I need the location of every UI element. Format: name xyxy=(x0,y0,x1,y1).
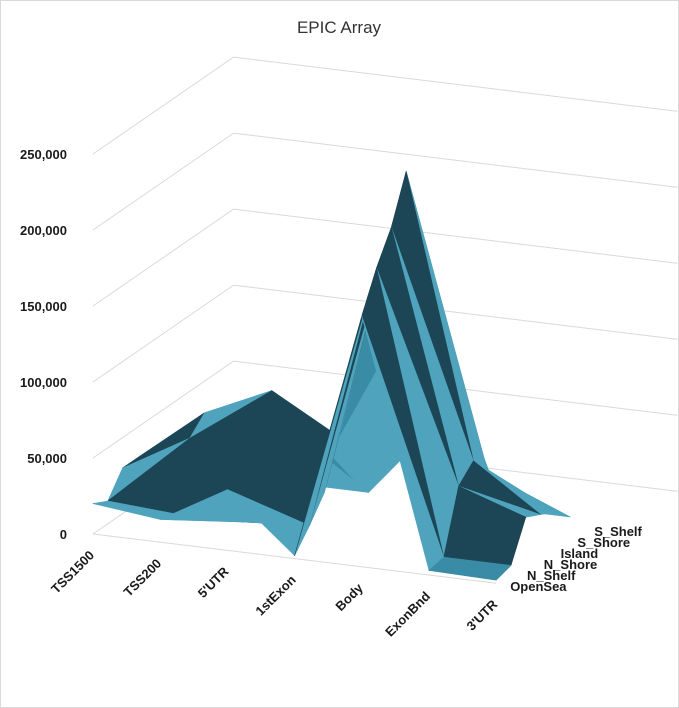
chart-title: EPIC Array xyxy=(297,18,382,37)
x-tick-label: TSS1500 xyxy=(48,548,97,597)
gridline xyxy=(92,360,678,459)
x-tick-label: TSS200 xyxy=(120,556,164,600)
x-tick-label: 5'UTR xyxy=(195,563,232,600)
y-tick-label: 200,000 xyxy=(20,223,67,238)
surface-facet xyxy=(256,390,340,438)
y-axis-ticks: 0 50,000 100,000 150,000 200,000 250,000 xyxy=(20,147,67,542)
y-tick-label: 50,000 xyxy=(27,451,67,466)
gridline xyxy=(92,132,678,231)
depth-tick-label: N_Shelf xyxy=(527,568,576,583)
gridline xyxy=(92,208,678,307)
depth-tick-label: OpenSea xyxy=(510,579,567,594)
surface-facet xyxy=(428,565,512,581)
gridlines xyxy=(92,56,678,584)
y-tick-label: 100,000 xyxy=(20,375,67,390)
depth-tick-label: Island xyxy=(561,546,599,561)
y-tick-label: 250,000 xyxy=(20,147,67,162)
depth-tick-label: S_Shelf xyxy=(594,524,642,539)
x-tick-label: 3'UTR xyxy=(464,596,501,633)
depth-tick-label: S_Shore xyxy=(577,535,630,550)
x-axis-line xyxy=(92,533,497,584)
x-tick-label: Body xyxy=(332,580,366,614)
x-tick-label: ExonBnd xyxy=(382,588,433,639)
gridline xyxy=(92,284,678,383)
y-tick-label: 150,000 xyxy=(20,299,67,314)
y-tick-label: 0 xyxy=(60,527,67,542)
gridline xyxy=(92,56,678,155)
depth-axis-ticks: OpenSeaN_ShelfN_ShoreIslandS_ShoreS_Shel… xyxy=(510,524,642,594)
depth-tick-label: N_Shore xyxy=(544,557,597,572)
surface-plot xyxy=(92,171,571,581)
x-tick-label: 1stExon xyxy=(252,572,298,618)
